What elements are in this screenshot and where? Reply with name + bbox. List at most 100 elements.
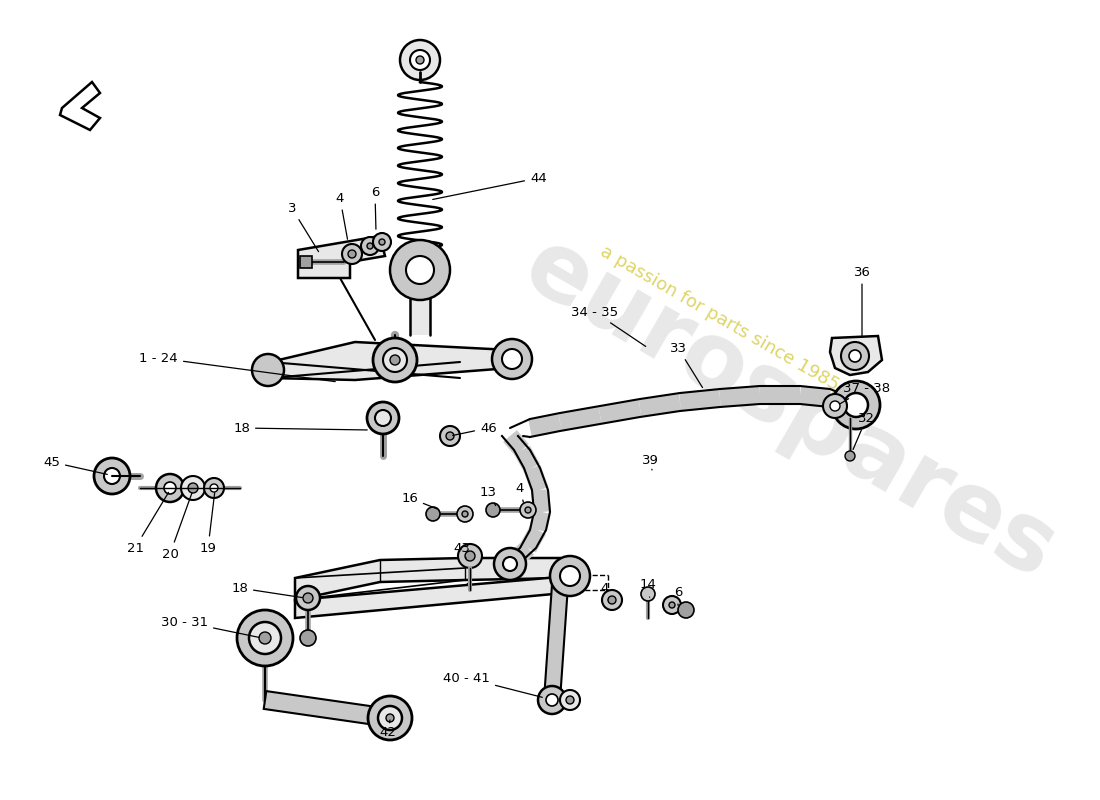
Circle shape bbox=[390, 355, 400, 365]
Polygon shape bbox=[531, 489, 551, 513]
Circle shape bbox=[156, 474, 184, 502]
Circle shape bbox=[204, 478, 224, 498]
Circle shape bbox=[410, 50, 430, 70]
Text: 42: 42 bbox=[379, 720, 396, 738]
Polygon shape bbox=[514, 446, 540, 472]
Circle shape bbox=[296, 586, 320, 610]
Polygon shape bbox=[295, 558, 565, 600]
Circle shape bbox=[342, 244, 362, 264]
Circle shape bbox=[367, 402, 399, 434]
Circle shape bbox=[844, 393, 868, 417]
Circle shape bbox=[663, 596, 681, 614]
Circle shape bbox=[252, 354, 284, 386]
Text: 20: 20 bbox=[162, 493, 192, 561]
Text: 18: 18 bbox=[233, 422, 367, 434]
Polygon shape bbox=[503, 430, 529, 456]
Text: 1 - 24: 1 - 24 bbox=[140, 351, 336, 382]
Circle shape bbox=[249, 622, 280, 654]
Polygon shape bbox=[598, 399, 641, 424]
Circle shape bbox=[379, 239, 385, 245]
Circle shape bbox=[456, 506, 473, 522]
Circle shape bbox=[375, 410, 390, 426]
Circle shape bbox=[842, 342, 869, 370]
Circle shape bbox=[641, 587, 654, 601]
Circle shape bbox=[373, 338, 417, 382]
Circle shape bbox=[602, 590, 621, 610]
Polygon shape bbox=[719, 386, 761, 407]
Text: 46: 46 bbox=[453, 422, 497, 435]
Circle shape bbox=[486, 503, 500, 517]
Text: 6: 6 bbox=[371, 186, 380, 230]
Circle shape bbox=[503, 557, 517, 571]
Circle shape bbox=[566, 696, 574, 704]
Text: 30 - 31: 30 - 31 bbox=[161, 615, 260, 638]
Text: 37 - 38: 37 - 38 bbox=[840, 382, 890, 403]
Polygon shape bbox=[270, 342, 510, 380]
Circle shape bbox=[440, 426, 460, 446]
Text: 32: 32 bbox=[854, 411, 874, 450]
Polygon shape bbox=[295, 576, 575, 618]
Text: 4: 4 bbox=[336, 191, 348, 239]
Text: 21: 21 bbox=[126, 492, 168, 554]
Text: 43: 43 bbox=[453, 542, 471, 558]
Text: 3: 3 bbox=[287, 202, 319, 252]
Circle shape bbox=[845, 451, 855, 461]
Circle shape bbox=[258, 632, 271, 644]
Circle shape bbox=[462, 511, 468, 517]
Polygon shape bbox=[298, 236, 385, 278]
Polygon shape bbox=[830, 336, 882, 375]
Circle shape bbox=[386, 714, 394, 722]
Circle shape bbox=[458, 544, 482, 568]
Circle shape bbox=[236, 610, 293, 666]
Circle shape bbox=[560, 566, 580, 586]
Circle shape bbox=[465, 551, 475, 561]
Text: 44: 44 bbox=[432, 171, 547, 199]
Polygon shape bbox=[544, 585, 568, 701]
Text: 4: 4 bbox=[601, 582, 609, 600]
Circle shape bbox=[446, 432, 454, 440]
Polygon shape bbox=[410, 266, 430, 335]
Circle shape bbox=[373, 233, 390, 251]
Circle shape bbox=[608, 596, 616, 604]
Circle shape bbox=[368, 696, 412, 740]
Circle shape bbox=[182, 476, 205, 500]
Text: 33: 33 bbox=[670, 342, 703, 388]
Text: 40 - 41: 40 - 41 bbox=[443, 671, 542, 698]
Polygon shape bbox=[60, 82, 100, 130]
Polygon shape bbox=[264, 691, 392, 727]
Circle shape bbox=[361, 237, 379, 255]
Text: 14: 14 bbox=[639, 578, 657, 598]
Circle shape bbox=[390, 240, 450, 300]
Text: 39: 39 bbox=[641, 454, 659, 470]
Circle shape bbox=[406, 256, 434, 284]
Circle shape bbox=[367, 243, 373, 249]
Polygon shape bbox=[528, 413, 562, 437]
Polygon shape bbox=[799, 386, 830, 407]
Text: 6: 6 bbox=[674, 586, 682, 606]
Circle shape bbox=[832, 381, 880, 429]
Circle shape bbox=[348, 250, 356, 258]
Circle shape bbox=[164, 482, 176, 494]
Text: a passion for parts since 1985: a passion for parts since 1985 bbox=[597, 242, 843, 394]
Circle shape bbox=[678, 602, 694, 618]
Text: 13: 13 bbox=[480, 486, 496, 506]
Polygon shape bbox=[639, 393, 681, 417]
Circle shape bbox=[400, 40, 440, 80]
Polygon shape bbox=[760, 386, 800, 404]
Text: 18: 18 bbox=[231, 582, 302, 598]
Circle shape bbox=[538, 686, 566, 714]
Polygon shape bbox=[827, 390, 858, 416]
Circle shape bbox=[546, 694, 558, 706]
Circle shape bbox=[302, 593, 313, 603]
Polygon shape bbox=[524, 465, 549, 493]
Text: eurospares: eurospares bbox=[508, 221, 1071, 599]
Text: 45: 45 bbox=[43, 455, 108, 474]
Circle shape bbox=[494, 548, 526, 580]
Circle shape bbox=[492, 339, 532, 379]
Polygon shape bbox=[559, 406, 602, 431]
Circle shape bbox=[300, 630, 316, 646]
Text: 34 - 35: 34 - 35 bbox=[571, 306, 646, 346]
Circle shape bbox=[525, 507, 531, 513]
Circle shape bbox=[550, 556, 590, 596]
Polygon shape bbox=[679, 389, 721, 411]
